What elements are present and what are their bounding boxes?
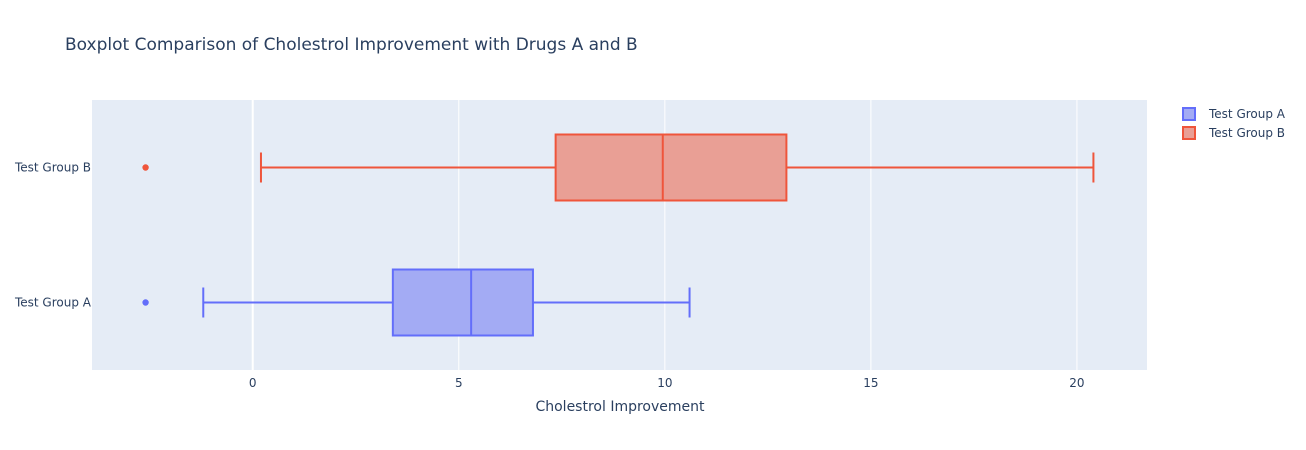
x-tick-label: 10	[657, 376, 672, 390]
chart-title: Boxplot Comparison of Cholestrol Improve…	[65, 35, 638, 55]
iqr-box	[391, 268, 534, 337]
x-tick-label: 15	[863, 376, 878, 390]
iqr-box	[554, 133, 788, 202]
box-test-group-a	[142, 268, 691, 337]
legend-item[interactable]: Test Group B	[1182, 126, 1285, 140]
x-tick-label: 5	[455, 376, 463, 390]
legend-swatch	[1182, 107, 1196, 121]
legend-item[interactable]: Test Group A	[1182, 107, 1286, 121]
box-plots	[142, 133, 1095, 337]
x-tick-label: 20	[1069, 376, 1084, 390]
legend-swatch	[1182, 126, 1196, 140]
y-tick-label: Test Group A	[14, 296, 92, 310]
outlier-point	[142, 299, 149, 306]
legend: Test Group A Test Group B	[1182, 107, 1286, 140]
legend-label: Test Group A	[1208, 107, 1286, 121]
outlier-point	[142, 164, 149, 171]
box-test-group-b	[142, 133, 1095, 202]
y-tick-label: Test Group B	[14, 161, 91, 175]
y-tick-labels: Test Group A Test Group B	[14, 161, 92, 310]
x-tick-labels: 0 5 10 15 20	[249, 376, 1085, 390]
legend-label: Test Group B	[1208, 126, 1285, 140]
x-axis-title: Cholestrol Improvement	[535, 399, 705, 415]
x-tick-label: 0	[249, 376, 257, 390]
